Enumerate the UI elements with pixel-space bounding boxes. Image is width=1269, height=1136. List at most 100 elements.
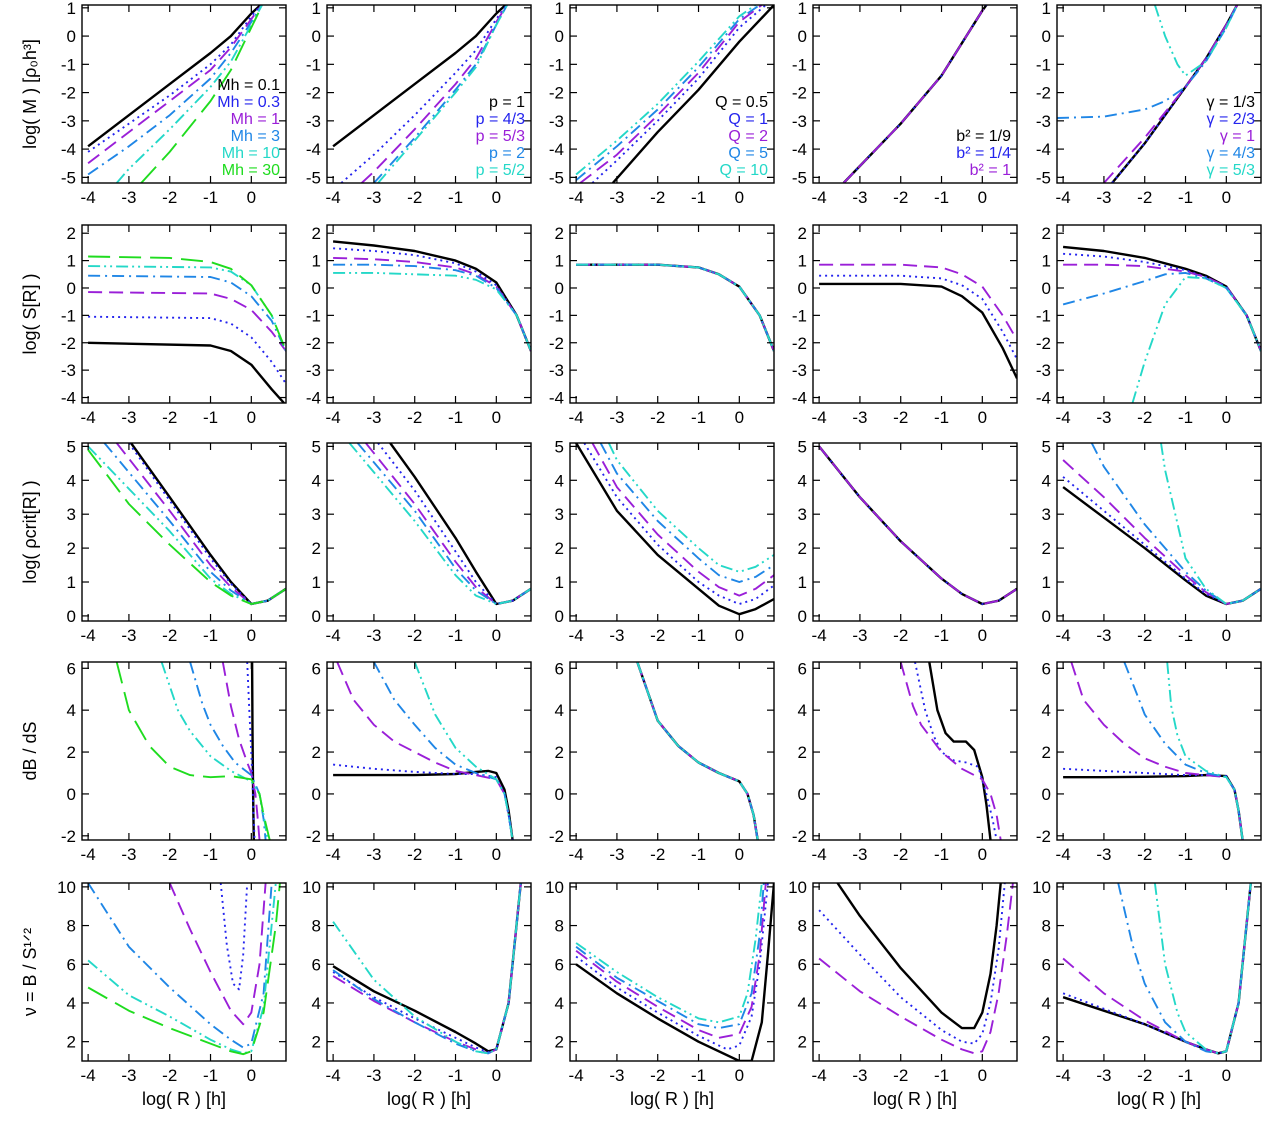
x-tick-label: -3 xyxy=(852,408,867,427)
series-line-4 xyxy=(575,883,765,1030)
legend-entry: Mh = 30 xyxy=(222,162,280,179)
legend-entry: Q = 5 xyxy=(728,145,768,162)
y-tick-label: -5 xyxy=(61,168,76,187)
legend-entry: Mh = 0.3 xyxy=(217,94,280,111)
series-line-3 xyxy=(591,443,774,597)
panel-r4-c1: -4 -3 -2 -1 0 -2 0 2 4 6 dB / dS xyxy=(20,659,287,864)
panel-frame xyxy=(812,442,1018,622)
series-line-4 xyxy=(87,883,273,1049)
series-line-1 xyxy=(611,5,774,183)
y-tick-label: -2 xyxy=(1036,84,1051,103)
x-tick-label: -4 xyxy=(326,1066,341,1085)
x-tick-label: -4 xyxy=(81,188,96,207)
y-tick-label: 4 xyxy=(555,994,564,1013)
x-tick-label: 0 xyxy=(735,188,744,207)
x-tick-label: -3 xyxy=(609,626,624,645)
y-tick-label: 6 xyxy=(798,955,807,974)
y-tick-label: 2 xyxy=(67,539,76,558)
panel-r5-c1: -4 -3 -2 -1 0 2 4 6 8 10 ν = B / S¹ᐟ² log( R ) [h] xyxy=(20,878,287,1109)
x-tick-label: -1 xyxy=(934,1066,949,1085)
x-tick-label: -4 xyxy=(81,408,96,427)
x-tick-label: -2 xyxy=(893,626,908,645)
y-tick-label: -3 xyxy=(1036,112,1051,131)
series-group xyxy=(842,5,988,183)
x-tick-label: -3 xyxy=(609,845,624,864)
y-tick-label: 1 xyxy=(1042,252,1051,271)
series-line-5 xyxy=(377,5,509,183)
y-tick-label: -3 xyxy=(61,361,76,380)
y-tick-label: 4 xyxy=(1042,701,1051,720)
y-tick-label: -2 xyxy=(61,84,76,103)
x-tick-label: -4 xyxy=(326,845,341,864)
x-tick-label: -4 xyxy=(812,408,827,427)
y-tick-label: 4 xyxy=(312,701,321,720)
panel-frame xyxy=(1056,4,1262,184)
panel-frame xyxy=(812,661,1018,841)
series-line-3 xyxy=(1062,883,1252,1055)
series-group xyxy=(1062,883,1252,1055)
series-line-1 xyxy=(575,443,774,616)
x-axis-label: log( R ) [h] xyxy=(873,1089,957,1109)
x-tick-label: 0 xyxy=(978,1066,987,1085)
x-tick-label: 0 xyxy=(735,1066,744,1085)
series-group xyxy=(818,883,1014,1055)
series-group xyxy=(1063,662,1244,840)
series-group xyxy=(88,255,286,403)
y-tick-label: -4 xyxy=(792,389,807,408)
panel-frame xyxy=(569,661,775,841)
legend-entry: γ = 5/3 xyxy=(1207,162,1256,179)
y-tick-label: 5 xyxy=(312,437,321,456)
x-tick-label: -3 xyxy=(852,1066,867,1085)
y-tick-label: 4 xyxy=(798,994,807,1013)
series-group xyxy=(348,443,531,606)
panel-frame xyxy=(1056,224,1262,404)
panel-frame xyxy=(569,442,775,622)
y-tick-label: -1 xyxy=(549,306,564,325)
y-tick-label: 0 xyxy=(312,785,321,804)
legend-entry: Mh = 0.1 xyxy=(217,77,280,94)
series-line-4 xyxy=(636,662,759,840)
series-line-5 xyxy=(87,883,277,1055)
x-tick-label: -1 xyxy=(691,188,706,207)
series-line-2 xyxy=(1062,476,1261,605)
y-axis-label: dB / dS xyxy=(20,721,40,780)
series-line-3 xyxy=(361,5,508,183)
x-tick-label: -3 xyxy=(852,188,867,207)
x-tick-label: -3 xyxy=(366,408,381,427)
x-tick-label: 0 xyxy=(1222,626,1231,645)
series-line-5 xyxy=(413,662,514,840)
series-line-2 xyxy=(333,763,514,840)
x-tick-label: -3 xyxy=(1096,1066,1111,1085)
y-tick-label: -3 xyxy=(549,112,564,131)
panel-r2-c3: -4 -3 -2 -1 0 -4 -3 -2 -1 0 1 2 xyxy=(549,224,775,427)
x-tick-label: 0 xyxy=(978,188,987,207)
panel-frame xyxy=(569,224,775,404)
y-tick-label: -2 xyxy=(306,84,321,103)
x-tick-label: -1 xyxy=(448,626,463,645)
x-tick-label: -2 xyxy=(407,626,422,645)
series-line-4 xyxy=(1090,443,1261,605)
y-tick-label: 0 xyxy=(1042,785,1051,804)
y-tick-label: -5 xyxy=(1036,168,1051,187)
x-tick-label: -1 xyxy=(203,845,218,864)
panel-frame xyxy=(812,882,1018,1062)
series-line-3 xyxy=(332,883,522,1055)
series-line-3 xyxy=(579,5,763,183)
x-tick-label: -3 xyxy=(121,188,136,207)
x-tick-label: -2 xyxy=(893,408,908,427)
x-tick-label: -4 xyxy=(326,188,341,207)
series-line-5 xyxy=(576,263,774,352)
series-line-2 xyxy=(219,883,249,991)
panel-r5-c3: -4 -3 -2 -1 0 2 4 6 8 10 log( R ) [h] xyxy=(545,878,775,1109)
panel-r1-c5: -4 -3 -2 -1 0 -5 -4 -3 -2 -1 0 1 γ = 1/3γ = 2/3γ = 1… xyxy=(1036,0,1262,207)
x-tick-label: -1 xyxy=(934,845,949,864)
x-tick-label: -1 xyxy=(448,1066,463,1085)
x-tick-label: 0 xyxy=(492,408,501,427)
series-line-6 xyxy=(87,883,281,1056)
series-line-6 xyxy=(88,255,286,352)
x-tick-label: -3 xyxy=(852,845,867,864)
y-tick-label: -5 xyxy=(792,168,807,187)
y-tick-label: 10 xyxy=(1032,878,1051,897)
series-line-5 xyxy=(1153,5,1239,77)
